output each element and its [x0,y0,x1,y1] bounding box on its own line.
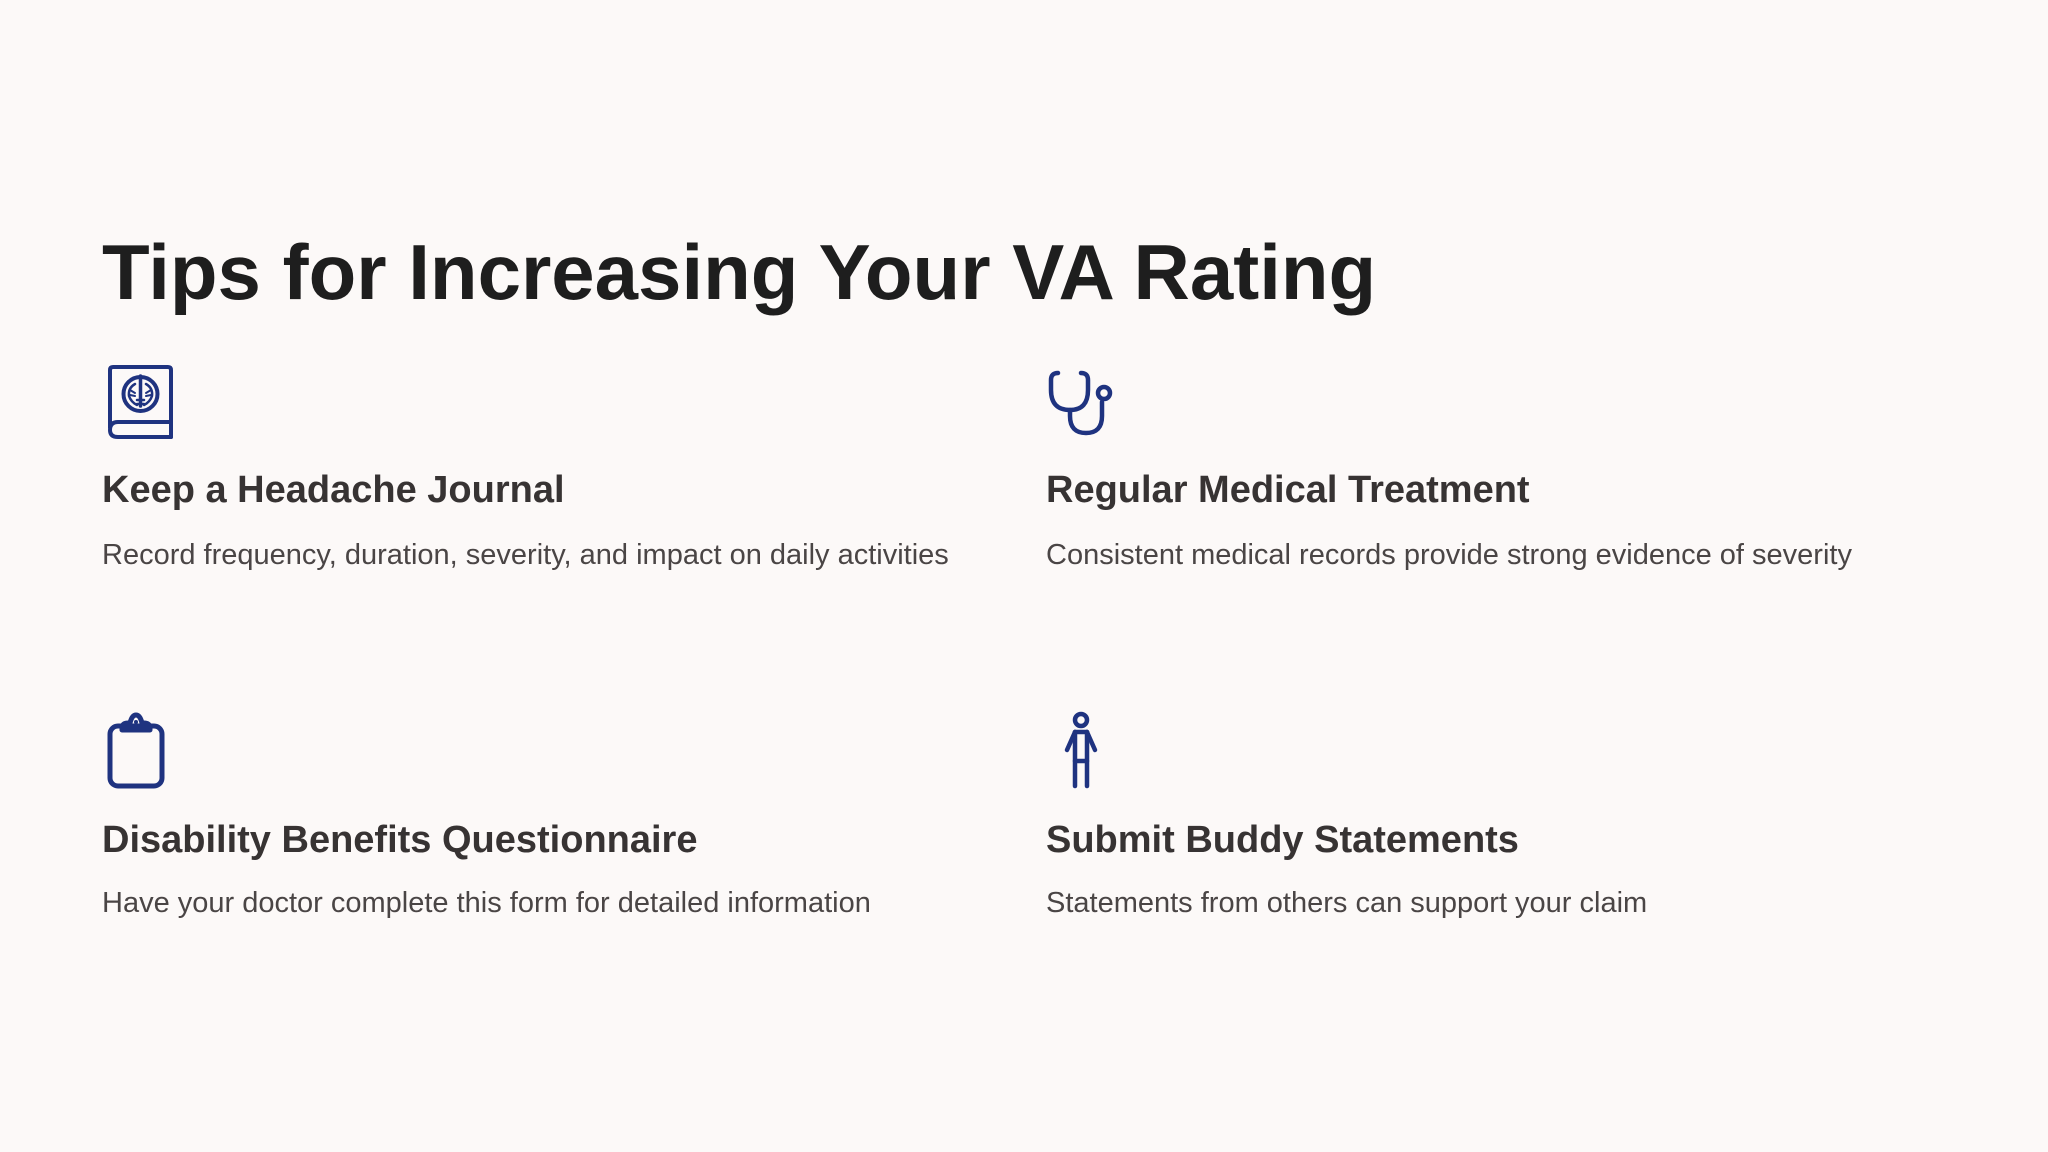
tip-description: Statements from others can support your … [1046,887,1648,919]
tip-description: Record frequency, duration, severity, an… [102,539,949,571]
tip-description: Consistent medical records provide stron… [1046,539,1852,571]
tip-heading: Keep a Headache Journal [102,469,565,511]
person-icon [1046,710,1126,790]
tip-description: Have your doctor complete this form for … [102,887,871,919]
page-title: Tips for Increasing Your VA Rating [102,228,1377,316]
tip-heading: Submit Buddy Statements [1046,819,1519,861]
journal-book-icon [102,362,182,442]
clipboard-icon [102,710,182,790]
stethoscope-icon [1046,362,1126,442]
tip-heading: Disability Benefits Questionnaire [102,819,698,861]
tip-heading: Regular Medical Treatment [1046,469,1530,511]
